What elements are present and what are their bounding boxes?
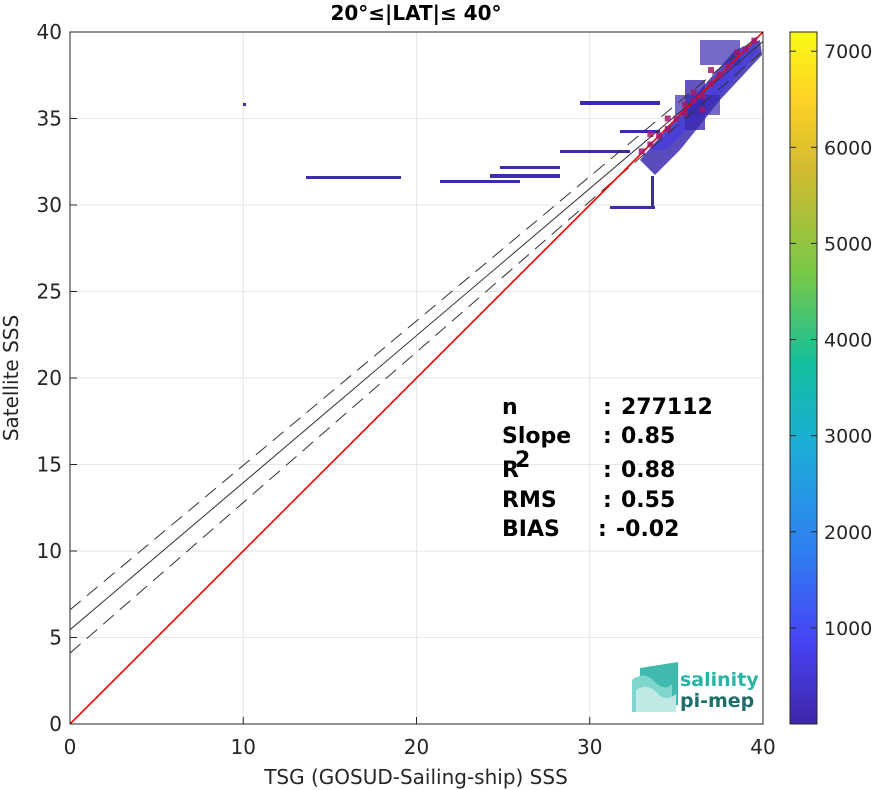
- x-tick-label: 0: [64, 735, 77, 759]
- density-point: [647, 131, 654, 138]
- logo-wave-icon: [632, 662, 678, 712]
- density-streak-1: [306, 176, 401, 179]
- density-point: [725, 63, 732, 70]
- density-streak-2: [440, 180, 520, 183]
- x-axis: 0 10 20 30 40: [64, 717, 776, 759]
- stat-separator: :: [603, 458, 612, 483]
- density-streak-8: [651, 176, 654, 206]
- y-tick-label: 30: [37, 193, 62, 217]
- density-point: [742, 46, 749, 53]
- stat-value: -0.02: [616, 517, 679, 542]
- colorbar-tick-label: 3000: [824, 426, 872, 448]
- fit-upper-bound-line: [70, 32, 763, 611]
- y-tick-label: 5: [49, 626, 62, 650]
- colorbar-tick-label: 2000: [824, 522, 872, 544]
- density-streak-6: [580, 101, 660, 105]
- salinity-pi-mep-logo: salinity pi-mep: [632, 662, 759, 712]
- density-point: [699, 93, 706, 100]
- density-point: [751, 37, 758, 44]
- stat-separator: :: [603, 395, 612, 420]
- stat-label: Slope: [502, 424, 571, 449]
- x-tick-label: 10: [231, 735, 256, 759]
- y-tick-label: 15: [37, 453, 62, 477]
- density-point: [690, 98, 697, 105]
- y-tick-label: 10: [37, 539, 62, 563]
- density-point: [690, 89, 697, 96]
- density-point: [682, 101, 689, 108]
- density-point: [673, 115, 680, 122]
- density-point: [656, 132, 663, 139]
- density-point: [647, 141, 654, 148]
- stat-label: BIAS: [502, 517, 560, 542]
- stat-label: R: [502, 458, 519, 483]
- x-tick-label: 30: [577, 735, 602, 759]
- density-point: [708, 80, 715, 87]
- stat-label: n: [502, 395, 518, 420]
- density-point: [638, 148, 645, 155]
- density-point: [664, 125, 671, 132]
- density-point: [716, 72, 723, 79]
- stat-separator: :: [603, 424, 612, 449]
- logo-text-pi-mep: pi-mep: [680, 690, 754, 712]
- chart-title: 20°≤|LAT|≤ 40°: [330, 1, 501, 25]
- colorbar-tick-label: 5000: [824, 233, 872, 255]
- x-tick-label: 40: [750, 735, 775, 759]
- colorbar: [789, 31, 818, 725]
- density-streak-9: [620, 130, 660, 133]
- stat-separator: :: [598, 517, 607, 542]
- y-tick-label: 25: [37, 280, 62, 304]
- colorbar-tick-label: 6000: [824, 137, 872, 159]
- density-streak-7: [610, 206, 655, 209]
- x-axis-label: TSG (GOSUD-Sailing-ship) SSS: [263, 765, 568, 789]
- density-streak-5: [560, 150, 630, 153]
- density-streak-12: [675, 95, 720, 115]
- density-speck: [243, 103, 246, 106]
- density-point: [682, 110, 689, 117]
- stat-value: 0.55: [621, 488, 675, 513]
- x-tick-label: 20: [404, 735, 429, 759]
- regression-line: [70, 41, 763, 631]
- stat-label-superscript: 2: [515, 448, 530, 473]
- y-tick-label: 20: [37, 366, 62, 390]
- density-streak-4: [500, 166, 560, 169]
- density-point: [664, 115, 671, 122]
- density-streak-3: [490, 174, 560, 178]
- y-axis: 0 5 10 15 20 25 30 35 40: [37, 20, 77, 736]
- density-point: [708, 67, 715, 74]
- y-tick-label: 40: [37, 20, 62, 44]
- stat-label: RMS: [502, 488, 557, 513]
- colorbar-tick-label: 4000: [824, 330, 872, 352]
- stat-value: 0.85: [621, 424, 675, 449]
- y-tick-label: 0: [49, 712, 62, 736]
- y-axis-label: Satellite SSS: [0, 315, 23, 441]
- logo-text-salinity: salinity: [680, 669, 759, 691]
- colorbar-ticks: 1000 2000 3000 4000 5000 6000 7000: [790, 41, 872, 640]
- stat-separator: :: [603, 488, 612, 513]
- stat-value: 0.88: [621, 458, 675, 483]
- y-tick-label: 35: [37, 107, 62, 131]
- colorbar-tick-label: 7000: [824, 41, 872, 63]
- density-points: [638, 37, 758, 155]
- colorbar-tick-label: 1000: [824, 618, 872, 640]
- stat-value: 277112: [621, 395, 713, 420]
- density-point: [734, 49, 741, 56]
- density-point: [699, 106, 706, 113]
